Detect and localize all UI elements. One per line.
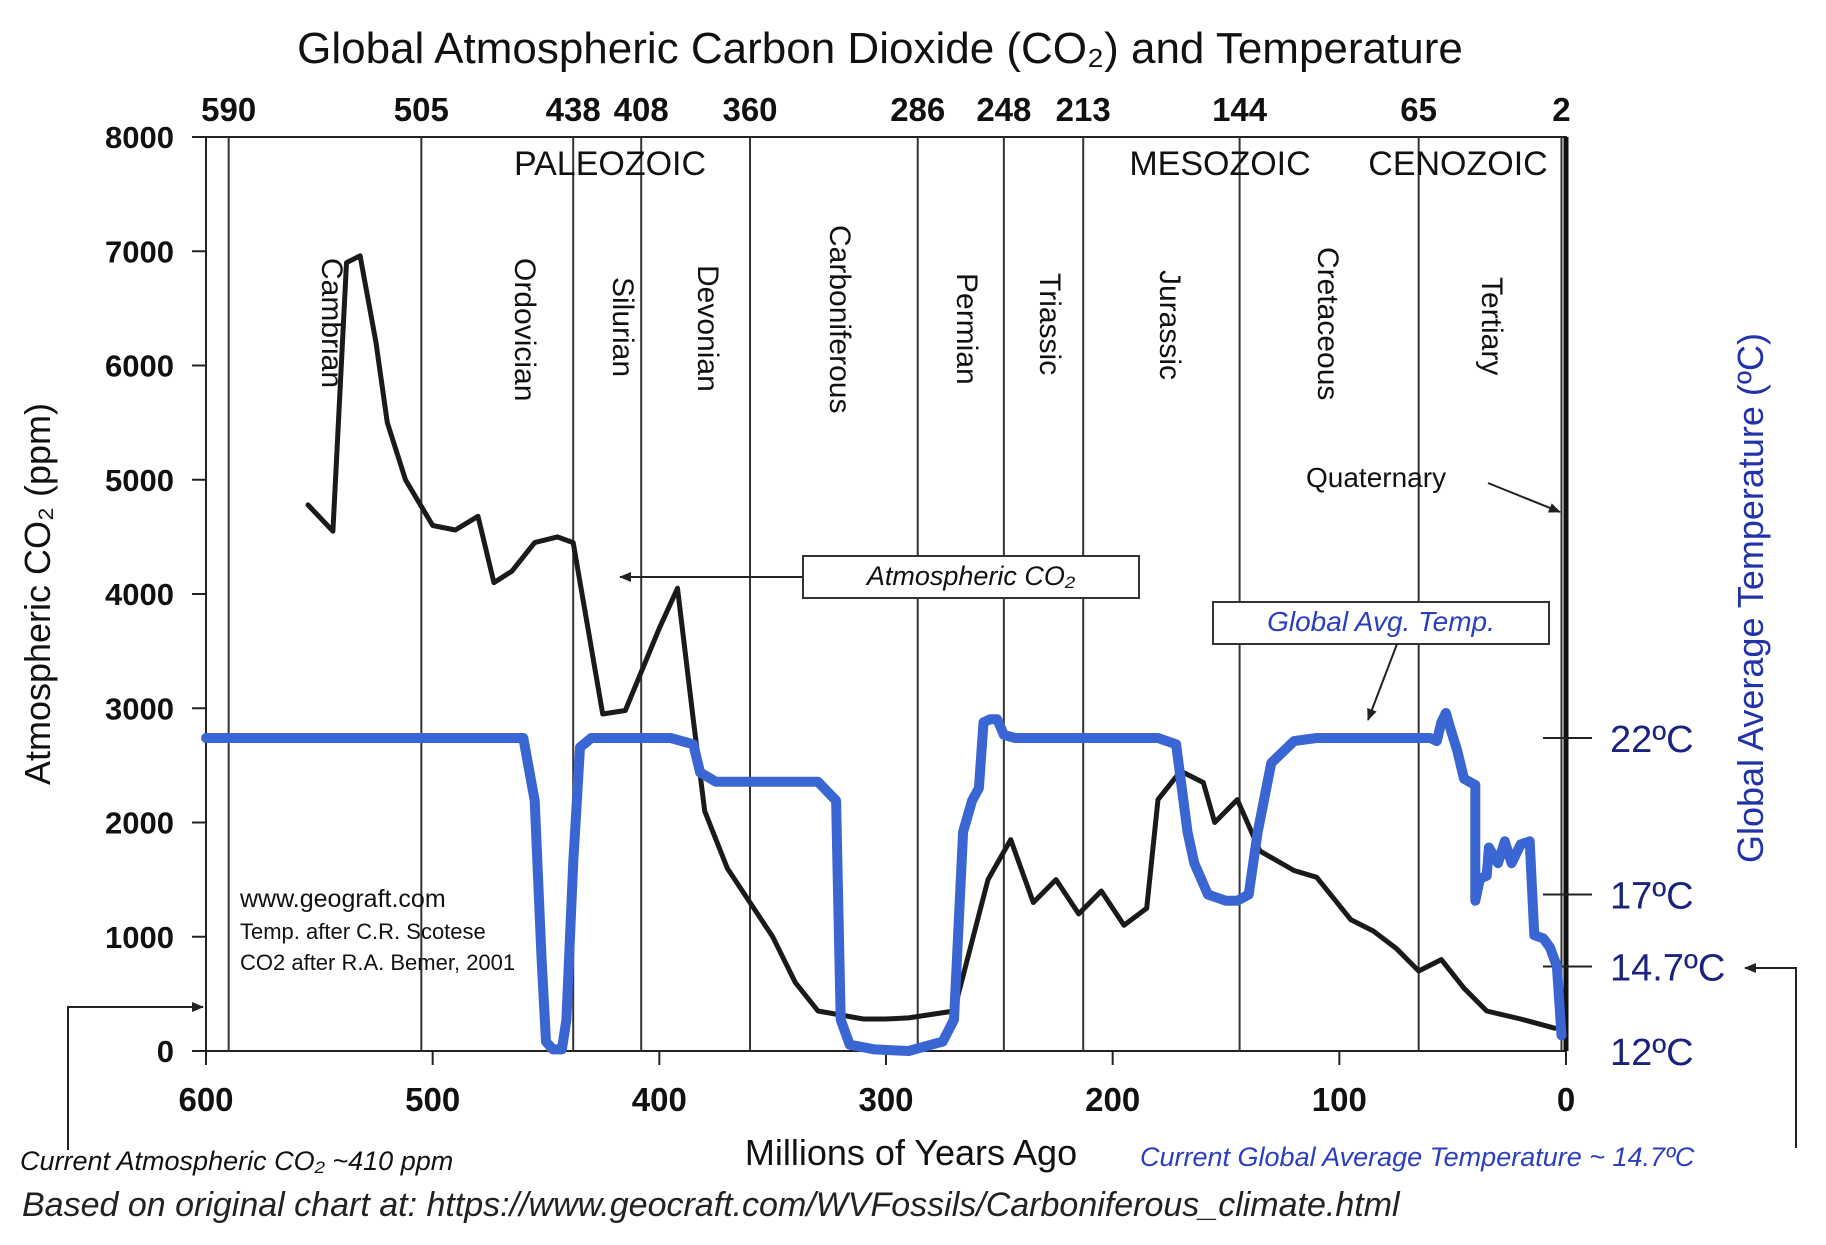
credit-temp-source: Temp. after C.R. Scotese [240, 919, 486, 944]
x-tick-label-6: 0 [1557, 1081, 1575, 1118]
credit-website: www.geograft.com [239, 885, 446, 913]
temperature-series-line [201, 708, 1567, 1056]
top-tick-label-2: 438 [546, 91, 601, 128]
current-temp-arrow [1744, 963, 1797, 1148]
top-tick-label-8: 144 [1212, 91, 1268, 128]
credit-co2-source: CO2 after R.A. Bemer, 2001 [240, 950, 515, 975]
y-axis-label: Atmospheric CO₂ (ppm) [17, 403, 58, 785]
quaternary-label: Quaternary [1306, 462, 1446, 493]
x-tick-label-5: 100 [1312, 1081, 1367, 1118]
y-tick-label-8: 8000 [105, 120, 174, 155]
temperature-ticks: 22ºC 17ºC 14.7ºC 12ºC [1543, 719, 1725, 1074]
top-tick-label-1: 505 [394, 91, 449, 128]
top-tick-label-6: 248 [976, 91, 1031, 128]
x-tick-label-1: 500 [405, 1081, 460, 1118]
y-tick-label-0: 0 [157, 1034, 174, 1069]
period-label-triassic: Triassic [1033, 273, 1066, 375]
top-tick-label-4: 360 [722, 91, 777, 128]
top-tick-label-10: 2 [1552, 91, 1570, 128]
top-tick-label-0: 590 [201, 91, 256, 128]
x-tick-labels: 600 500 400 300 200 100 0 [178, 1051, 1575, 1118]
y-tick-label-2: 2000 [105, 806, 174, 841]
temp-tick-label-0: 22ºC [1610, 719, 1694, 761]
y-tick-label-6: 6000 [105, 349, 174, 384]
temp-callout-box [1212, 601, 1550, 645]
period-label-jurassic: Jurassic [1153, 270, 1186, 380]
y-tick-label-1: 1000 [105, 920, 174, 955]
co2-series-line [305, 253, 1558, 1031]
period-label-cretaceous: Cretaceous [1311, 247, 1344, 400]
chart-title: Global Atmospheric Carbon Dioxide (CO₂) … [297, 24, 1463, 73]
current-co2-arrow [67, 1002, 204, 1150]
period-label-devonian: Devonian [691, 265, 724, 392]
y-tick-label-5: 5000 [105, 463, 174, 498]
period-label-carboniferous: Carboniferous [823, 225, 856, 413]
quaternary-arrow [1487, 482, 1561, 513]
temp-callout-arrow [1367, 643, 1398, 721]
period-label-silurian: Silurian [606, 277, 639, 377]
right-axis-label: Global Average Temperature (ºC) [1730, 333, 1771, 863]
era-label-paleozoic: PALEOZOIC [514, 145, 706, 183]
temp-callout-text: Global Avg. Temp. [1267, 606, 1495, 637]
x-tick-label-0: 600 [178, 1081, 233, 1118]
top-tick-labels: 590 505 438 408 360 286 248 213 144 65 2 [201, 91, 1571, 128]
co2-callout-box [802, 555, 1140, 599]
top-tick-label-3: 408 [614, 91, 669, 128]
era-label-mesozoic: MESOZOIC [1129, 145, 1310, 183]
x-tick-label-3: 300 [858, 1081, 913, 1118]
y-tick-label-3: 3000 [105, 691, 174, 726]
period-label-tertiary: Tertiary [1475, 277, 1508, 375]
co2-callout-text: Atmospheric CO₂ [865, 561, 1076, 591]
era-label-cenozoic: CENOZOIC [1368, 145, 1547, 183]
period-label-ordovician: Ordovician [508, 258, 541, 401]
top-tick-label-9: 65 [1400, 91, 1437, 128]
temp-tick-label-3: 12ºC [1610, 1032, 1694, 1074]
temp-tick-label-2: 14.7ºC [1610, 947, 1725, 989]
x-tick-label-2: 400 [632, 1081, 687, 1118]
current-temp-note: Current Global Average Temperature ~ 14.… [1140, 1142, 1695, 1172]
y-tick-label-4: 4000 [105, 577, 174, 612]
top-tick-label-7: 213 [1056, 91, 1111, 128]
temp-tick-label-1: 17ºC [1610, 876, 1694, 918]
y-tick-label-7: 7000 [105, 234, 174, 269]
top-tick-label-5: 286 [890, 91, 945, 128]
y-tick-labels: 0 1000 2000 3000 4000 5000 6000 7000 8000 [105, 120, 206, 1069]
source-note: Based on original chart at: https://www.… [22, 1186, 1401, 1224]
period-label-permian: Permian [950, 273, 983, 385]
current-co2-note: Current Atmospheric CO₂ ~410 ppm [20, 1146, 453, 1176]
x-tick-label-4: 200 [1085, 1081, 1140, 1118]
x-axis-label: Millions of Years Ago [745, 1132, 1077, 1173]
